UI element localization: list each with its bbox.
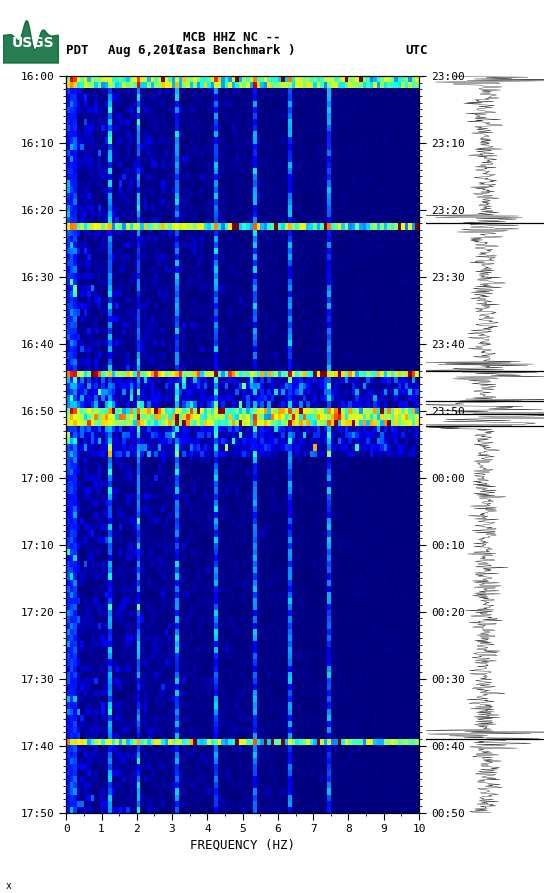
Text: x: x [6, 880, 12, 890]
Text: MCB HHZ NC --: MCB HHZ NC -- [183, 31, 280, 44]
Text: PDT: PDT [66, 45, 89, 57]
Text: UTC: UTC [406, 45, 428, 57]
X-axis label: FREQUENCY (HZ): FREQUENCY (HZ) [190, 839, 295, 852]
Text: Aug 6,2017: Aug 6,2017 [108, 45, 183, 57]
Text: USGS: USGS [12, 36, 55, 50]
Text: (Casa Benchmark ): (Casa Benchmark ) [168, 45, 295, 57]
